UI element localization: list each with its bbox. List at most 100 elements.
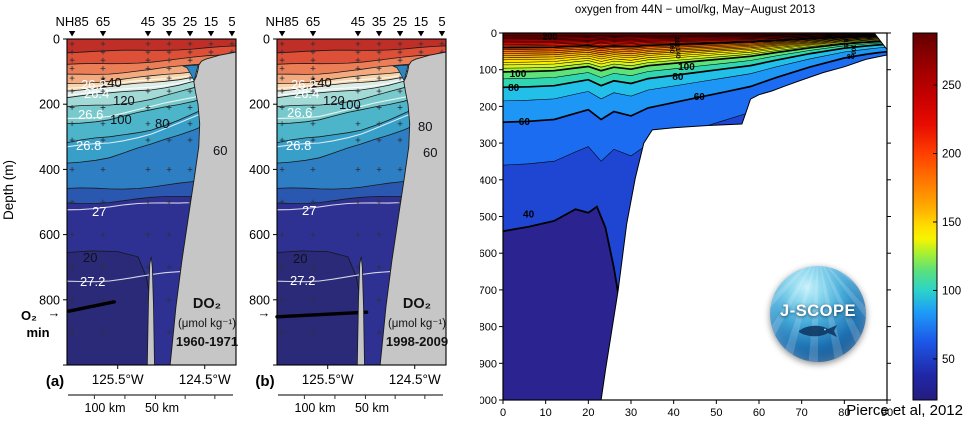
jscope-logo: J-SCOPE: [770, 266, 866, 362]
sample-marker: [397, 75, 403, 81]
sample-marker: [418, 49, 424, 55]
sample-marker: [310, 88, 316, 94]
colorbar-tick-label: 100: [942, 285, 961, 297]
isopycnal-label: 27: [302, 203, 316, 218]
y-tick-label: 0: [491, 28, 497, 40]
sample-marker: [69, 49, 75, 55]
canyon: [182, 64, 199, 82]
sample-marker: [69, 65, 75, 71]
station-tick: [438, 31, 446, 37]
panel-tag: (a): [46, 373, 64, 390]
sample-marker: [145, 232, 151, 237]
sample-marker: [145, 137, 151, 143]
sample-marker: [166, 49, 172, 55]
colorbar-tick-label: 200: [942, 149, 961, 161]
do2-20-region: [276, 250, 365, 366]
sample-marker: [376, 137, 382, 143]
oxygen-contour-line: [503, 34, 887, 41]
bathymetry: [169, 51, 237, 366]
o2min-arrow: →: [48, 305, 61, 320]
y-tick-label: -300: [480, 138, 497, 150]
sample-marker: [166, 232, 172, 237]
sample-marker: [279, 88, 285, 94]
oxygen-contour-line: [503, 37, 887, 54]
station-label: 35: [372, 14, 386, 29]
sample-marker: [279, 167, 285, 172]
sample-marker: [145, 88, 151, 94]
x-tick-label: 50: [710, 407, 722, 419]
do2-period: 1960-1971: [176, 334, 238, 349]
sample-marker: [187, 167, 193, 172]
station-label: 45: [351, 14, 365, 29]
oxygen-contour-line: [503, 50, 887, 124]
sample-marker: [69, 232, 75, 237]
panel-tag: (b): [255, 373, 274, 390]
sample-marker: [397, 49, 403, 55]
y-tick-label: -600: [480, 248, 497, 260]
depth-tick-label: 0: [263, 33, 270, 47]
sample-marker: [145, 41, 151, 47]
station-label: 35: [162, 14, 176, 29]
oxygen-contour-line: [503, 37, 887, 56]
do2-contour-label: 100: [110, 112, 132, 127]
sample-marker: [69, 330, 75, 335]
oxygen-contour-line: [503, 40, 887, 73]
sample-marker: [376, 199, 382, 205]
sample-marker: [376, 330, 382, 335]
x-tick-label: 90: [881, 407, 893, 419]
station-label: NH85: [55, 14, 88, 29]
sample-marker: [310, 105, 316, 110]
do2-contour-label: 80: [155, 116, 169, 131]
sample-marker: [166, 137, 172, 143]
oxygen-contour-label: 80: [508, 83, 520, 94]
oxygen-contour-line: [503, 33, 887, 37]
sample-marker: [187, 75, 193, 81]
sample-marker: [166, 264, 172, 270]
oxygen-contour-label: 40: [523, 210, 535, 221]
canyon: [392, 64, 409, 82]
oxygen-contour-line: [503, 35, 887, 49]
x-tick-label: 30: [625, 407, 637, 419]
sample-marker: [100, 105, 106, 110]
sample-marker: [376, 49, 382, 55]
depth-tick-label: 400: [249, 163, 270, 177]
do2-contour-label: 60: [213, 143, 227, 158]
o2min-arrow: →: [258, 305, 271, 320]
sample-marker: [397, 121, 403, 127]
do2-contour-label: 140: [100, 75, 122, 90]
sample-marker: [100, 121, 106, 127]
oxygen-contour-label: 100: [850, 45, 856, 56]
right-panel-title: oxygen from 44N − umol/kg, May−August 20…: [574, 4, 816, 16]
sample-marker: [166, 167, 172, 172]
y-tick-label: -700: [480, 285, 497, 297]
sample-marker: [355, 137, 361, 143]
sample-marker: [69, 297, 75, 303]
isopycnal-label: 26.4: [84, 86, 109, 101]
sample-marker: [376, 65, 382, 71]
x-tick-label: 40: [668, 407, 680, 419]
station-label: 15: [204, 14, 218, 29]
sample-marker: [100, 57, 106, 63]
depth-tick-label: 800: [249, 293, 270, 307]
depth-tick-label: 600: [39, 228, 60, 242]
y-tick-label: -400: [480, 175, 497, 187]
oxygen-contour-label: 60: [694, 92, 706, 103]
x-tick-label: 10: [540, 407, 552, 419]
y-tick-label: -200: [480, 101, 497, 113]
bathymetry: [379, 51, 447, 366]
oxygen-contour-label: 160: [668, 42, 675, 53]
station-tick: [99, 31, 107, 37]
do2-units: (μmol kg⁻¹): [388, 318, 446, 330]
sample-marker: [376, 75, 382, 81]
sample-marker: [187, 49, 193, 55]
do2-title: DO₂: [193, 296, 221, 312]
sample-marker: [100, 167, 106, 172]
do2-contour-label: 80: [418, 119, 432, 134]
y-tick-label: -900: [480, 358, 497, 370]
sample-marker: [229, 41, 235, 47]
oxygen-contour-line: [503, 40, 887, 69]
jscope-logo-label: J-SCOPE: [780, 302, 856, 320]
station-label: 65: [306, 14, 320, 29]
